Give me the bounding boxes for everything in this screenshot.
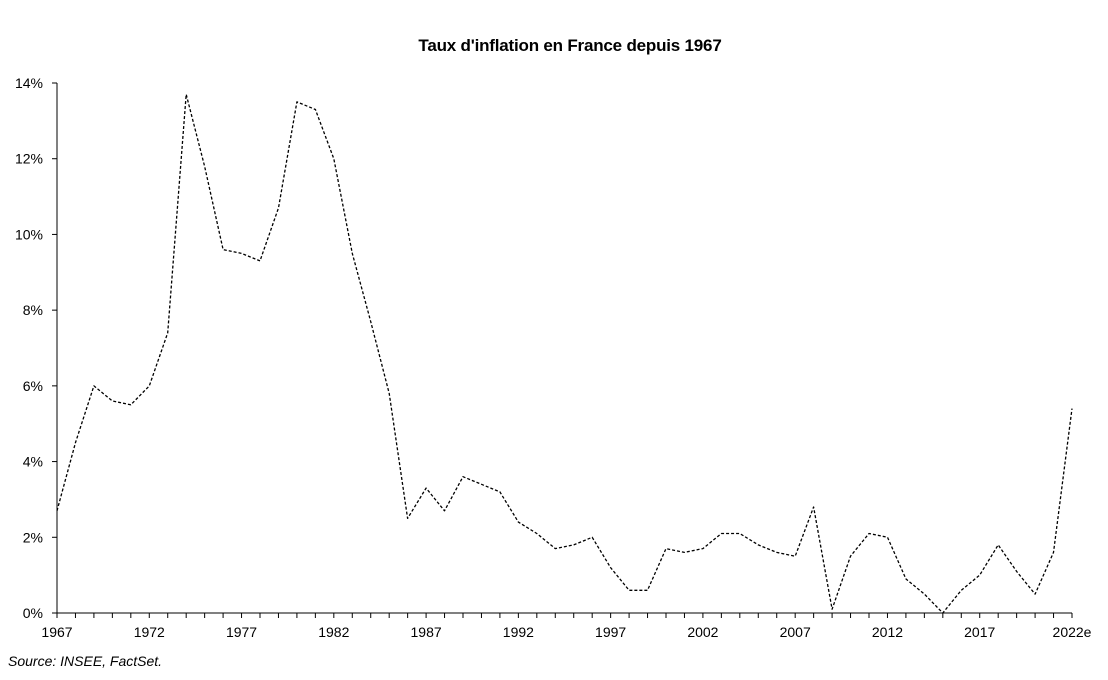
x-tick-label: 2002 <box>687 624 718 640</box>
x-tick-label: 1972 <box>134 624 165 640</box>
inflation-series-line <box>56 93 1073 614</box>
y-tick-label: 4% <box>23 454 43 470</box>
x-tick-label: 2007 <box>780 624 811 640</box>
axes <box>52 82 1073 618</box>
y-tick-label: 0% <box>23 605 43 621</box>
x-tick-label: 1987 <box>411 624 442 640</box>
x-tick-label: 1977 <box>226 624 257 640</box>
x-tick-label: 1982 <box>318 624 349 640</box>
x-tick-label: 2012 <box>872 624 903 640</box>
x-tick-label: 1997 <box>595 624 626 640</box>
y-tick-label: 12% <box>15 151 43 167</box>
x-tick-label: 1967 <box>41 624 72 640</box>
tick-labels: 0% 2% 4% 6% 8% 10% 12% 14% 1967 1972 1977 1982 1987 1… <box>15 75 1092 640</box>
y-tick-label: 14% <box>15 75 43 91</box>
chart-title: Taux d'inflation en France depuis 1967 <box>418 36 722 55</box>
source-note: Source: INSEE, FactSet. <box>8 653 163 669</box>
y-tick-label: 6% <box>23 378 43 394</box>
x-tick-label: 2017 <box>964 624 995 640</box>
y-tick-label: 8% <box>23 302 43 318</box>
y-tick-label: 2% <box>23 529 43 545</box>
x-tick-label: 2022e <box>1053 624 1092 640</box>
x-tick-label: 1992 <box>503 624 534 640</box>
y-tick-label: 10% <box>15 226 43 242</box>
series <box>56 93 1073 614</box>
